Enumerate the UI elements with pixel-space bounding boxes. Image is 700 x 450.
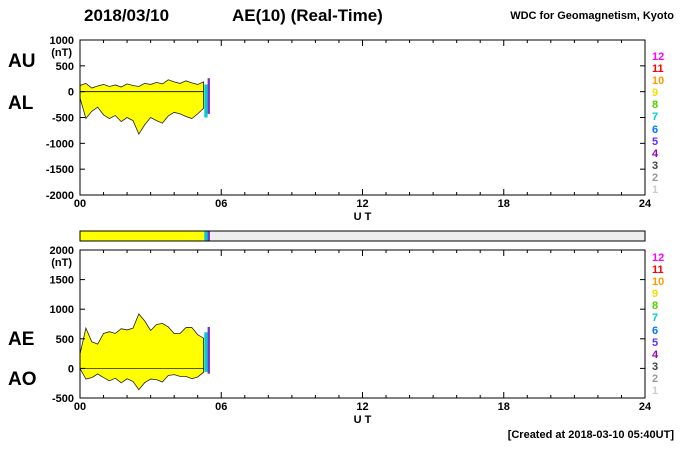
legend-count-10: 10: [652, 276, 665, 289]
y-tick-label: -1000: [46, 138, 74, 150]
end-segment: [207, 78, 210, 114]
y-axis-unit: (nT): [51, 257, 72, 269]
x-tick-label: 00: [74, 401, 86, 413]
y-tick-label: 0: [68, 363, 74, 375]
legend-count-5: 5: [652, 336, 659, 349]
series-ao: [79, 367, 204, 391]
legend-count-9: 9: [652, 288, 659, 301]
station-bar-background: [80, 231, 645, 241]
legend-count-8: 8: [652, 300, 659, 313]
page-title: AE(10) (Real-Time): [232, 6, 383, 25]
x-axis-label: U T: [354, 414, 372, 426]
end-segment: [204, 332, 208, 372]
station-bar-frame: [79, 230, 646, 242]
legend-count-7: 7: [652, 111, 659, 124]
y-tick-label: 1000: [50, 35, 74, 47]
index-label-ae: AE: [8, 329, 35, 350]
station-count-legend-top: 12 11 10 9 8 7 6 5 4 3 2 1: [652, 51, 664, 196]
x-axis-label: U T: [354, 211, 372, 223]
legend-count-3: 3: [652, 159, 659, 172]
end-segment: [207, 326, 210, 374]
y-tick-label: 1000: [50, 304, 74, 316]
legend-count-11: 11: [652, 63, 664, 76]
station-bar-segment: [80, 231, 205, 241]
y-tick-label: -500: [52, 393, 74, 405]
y-tick-label: 0: [68, 87, 74, 99]
x-tick-label: 18: [498, 198, 510, 210]
legend-count-8: 8: [652, 99, 659, 112]
index-label-au: AU: [8, 51, 36, 72]
station-bar-segment: [207, 231, 210, 241]
legend-count-2: 2: [652, 372, 659, 385]
legend-count-1: 1: [652, 385, 659, 398]
x-tick-label: 12: [356, 401, 368, 413]
legend-count-4: 4: [652, 147, 659, 160]
end-segment: [204, 84, 208, 118]
legend-count-9: 9: [652, 87, 659, 100]
series-au: [79, 79, 204, 93]
y-tick-label: 1500: [50, 275, 74, 287]
y-tick-label: -500: [52, 113, 74, 125]
y-tick-label: 2000: [50, 245, 74, 257]
y-tick-label: 500: [56, 334, 74, 346]
x-tick-label: 00: [74, 198, 86, 210]
legend-count-12: 12: [652, 51, 665, 63]
plot-date: 2018/03/10: [84, 6, 170, 25]
x-tick-label: 18: [498, 401, 510, 413]
x-tick-label: 24: [639, 198, 652, 210]
x-tick-label: 24: [639, 401, 652, 413]
legend-count-10: 10: [652, 75, 665, 88]
y-tick-label: 500: [56, 61, 74, 73]
source-label: WDC for Geomagnetism, Kyoto: [510, 10, 674, 22]
station-bar-segment: [204, 231, 208, 241]
y-tick-label: -2000: [46, 190, 74, 202]
legend-count-3: 3: [652, 360, 659, 373]
index-label-ao: AO: [8, 369, 37, 390]
y-axis-unit: (nT): [51, 47, 72, 59]
station-count-legend-bottom: 12 11 10 9 8 7 6 5 4 3 2 1: [652, 252, 664, 397]
x-tick-label: 12: [356, 198, 368, 210]
legend-count-1: 1: [652, 184, 659, 197]
legend-count-12: 12: [652, 252, 665, 264]
legend-count-6: 6: [652, 123, 659, 136]
x-tick-label: 06: [215, 198, 227, 210]
legend-count-5: 5: [652, 135, 659, 148]
index-label-al: AL: [8, 93, 34, 114]
legend-count-11: 11: [652, 264, 664, 277]
x-tick-label: 06: [215, 401, 227, 413]
legend-count-4: 4: [652, 348, 659, 361]
legend-count-6: 6: [652, 324, 659, 337]
legend-count-7: 7: [652, 312, 659, 325]
series-al: [79, 91, 204, 135]
series-ae: [79, 313, 204, 369]
legend-count-2: 2: [652, 171, 659, 184]
y-tick-label: -1500: [46, 164, 74, 176]
created-timestamp: [Created at 2018-03-10 05:40UT]: [507, 429, 674, 441]
